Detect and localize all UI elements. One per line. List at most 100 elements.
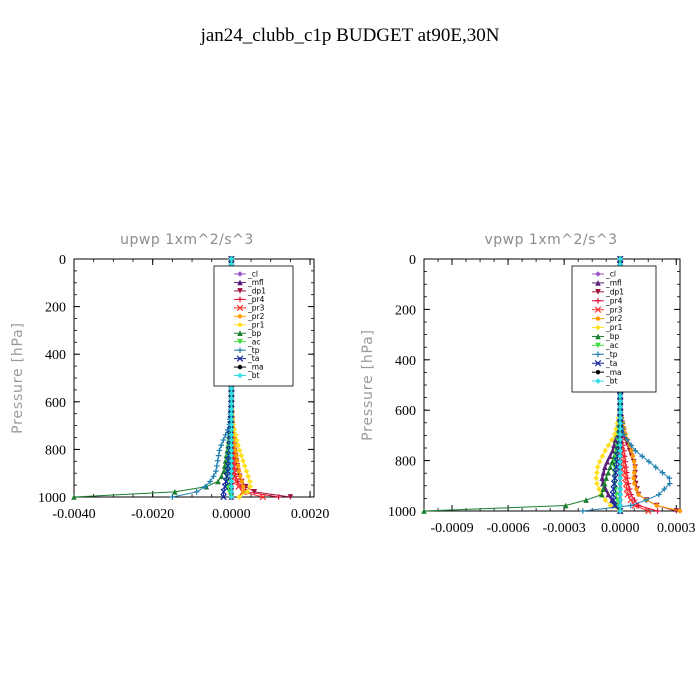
legend-label: _pr3: [605, 305, 623, 314]
series-point: [594, 469, 600, 476]
series-point: [617, 458, 624, 465]
legend-marker: [236, 355, 244, 362]
series-point: [235, 442, 242, 449]
legend-marker: [237, 372, 243, 379]
series-point: [617, 447, 624, 454]
legend-marker: [595, 378, 601, 384]
series-point: [632, 464, 638, 470]
series-point: [241, 463, 248, 469]
legend-label: _tp: [605, 350, 618, 359]
series-point: [624, 491, 631, 498]
series-point: [240, 457, 246, 464]
series-point: [228, 468, 235, 474]
y-axis-label: Pressure [hPa]: [360, 329, 376, 441]
legend-label: _ma: [247, 363, 264, 372]
series-point: [631, 497, 638, 503]
series-point: [617, 508, 624, 514]
series-point: [628, 491, 634, 498]
legend-label: _bp: [605, 332, 620, 341]
series-point: [421, 508, 427, 514]
legend-marker: [594, 306, 602, 313]
series-point: [232, 432, 239, 438]
legend-marker: [237, 279, 243, 286]
legend-marker: [237, 338, 243, 345]
panel-title: vpwp 1xm^2/s^3: [484, 232, 617, 248]
series-point: [228, 473, 235, 480]
series-point: [610, 496, 617, 504]
legend-label: _pr1: [247, 320, 265, 329]
series-point: [228, 452, 235, 459]
legend-marker: [595, 342, 601, 349]
legend-label: _pr4: [247, 295, 265, 304]
series-point: [215, 478, 221, 485]
series-point: [611, 480, 618, 487]
series-point: [215, 452, 222, 459]
series-point: [596, 486, 602, 492]
legend-marker: [237, 347, 243, 353]
series-point: [214, 457, 221, 464]
series-point: [654, 508, 661, 514]
series-point: [617, 404, 624, 410]
series-point: [228, 457, 235, 464]
series-point: [617, 436, 624, 443]
series-point: [224, 467, 231, 475]
series-point: [656, 491, 662, 498]
series-point: [223, 473, 231, 480]
series-point: [236, 447, 243, 454]
series-point: [632, 470, 637, 475]
series-point: [243, 468, 250, 474]
legend-marker: [595, 297, 601, 304]
series-point: [605, 491, 612, 498]
y-tick-label: 400: [45, 348, 66, 363]
series-point: [202, 483, 209, 490]
series-point: [622, 480, 630, 487]
series-point: [611, 474, 619, 482]
series-point: [617, 256, 624, 262]
legend-marker: [595, 271, 601, 277]
series-point: [632, 481, 637, 486]
legend-label: _dp1: [247, 287, 266, 296]
series-point: [627, 496, 634, 504]
legend-marker: [237, 296, 243, 303]
x-tick-label: 0.0020: [291, 507, 330, 522]
series-point: [617, 486, 624, 492]
y-tick-label: 200: [45, 301, 66, 316]
series-point: [228, 421, 235, 428]
series-point: [628, 442, 635, 449]
series-point: [609, 491, 617, 498]
legend-label: _dp1: [605, 287, 624, 296]
series-point: [275, 494, 282, 500]
series-point: [221, 468, 227, 474]
figure-title: jan24_clubb_c1p BUDGET at90E,30N: [200, 25, 500, 46]
series-point: [610, 485, 617, 493]
series-point: [228, 406, 235, 412]
series-point: [234, 437, 240, 443]
legend-label: _mfl: [605, 279, 622, 288]
series-point: [228, 442, 235, 449]
series-point: [652, 464, 659, 470]
legend-marker: [595, 369, 601, 375]
series-point: [599, 491, 605, 498]
y-tick-label: 800: [395, 455, 416, 470]
series-point: [228, 447, 235, 454]
series-point: [220, 493, 227, 501]
series-point: [247, 478, 253, 485]
series-point: [617, 426, 624, 432]
series-point: [617, 502, 624, 509]
series-point: [601, 480, 608, 487]
y-tick-label: 400: [395, 354, 416, 369]
legend-marker: [595, 280, 601, 286]
series-point: [604, 458, 611, 465]
legend-marker: [595, 289, 601, 295]
series-point: [172, 489, 178, 495]
legend-marker: [237, 321, 243, 328]
series-point: [654, 503, 659, 508]
series-point: [580, 508, 586, 514]
legend-marker: [237, 271, 243, 277]
series-point: [220, 437, 227, 443]
y-tick-label: 200: [395, 303, 416, 318]
series-point: [631, 475, 636, 481]
legend-label: _ma: [605, 368, 622, 377]
series-point: [228, 463, 235, 469]
series-point: [602, 447, 608, 454]
